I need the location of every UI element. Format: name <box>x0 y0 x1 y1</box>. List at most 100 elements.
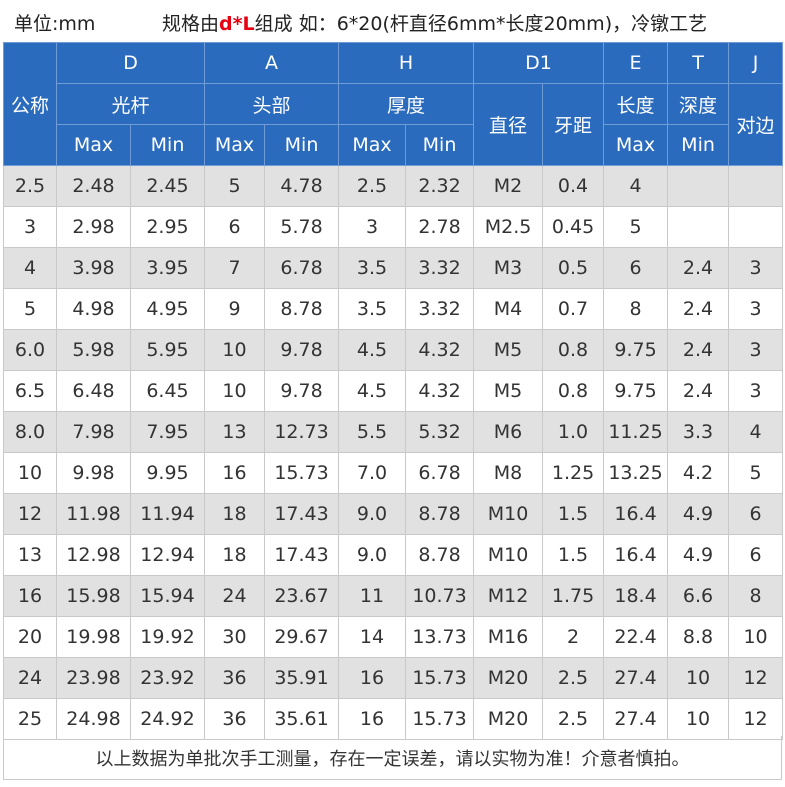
table-cell: 6.0 <box>3 329 57 371</box>
table-cell: 4.9 <box>667 534 730 576</box>
table-cell: 5 <box>603 206 669 248</box>
table-cell: 16 <box>3 575 57 617</box>
table-cell: 11 <box>338 575 407 617</box>
table-cell: 4.5 <box>338 370 407 412</box>
table-cell: 24.98 <box>56 698 131 740</box>
table-row: 16 15.98 15.94 24 23.67 11 10.73 M12 1.75 18.4 6.6… <box>3 575 784 617</box>
table-cell: 13 <box>3 534 57 576</box>
table-cell: 6.5 <box>3 370 57 412</box>
table-cell: 10 <box>667 698 730 740</box>
table-cell: 4.2 <box>667 452 730 494</box>
table-cell: 10 <box>204 370 266 412</box>
table-cell: 3 <box>338 206 407 248</box>
table-cell: 16 <box>338 657 407 699</box>
table-cell: 5 <box>728 452 784 494</box>
table-cell <box>667 206 730 248</box>
table-cell: 7.95 <box>129 411 206 453</box>
table-cell: 0.8 <box>542 370 605 412</box>
table-cell: 12.73 <box>264 411 340 453</box>
table-cell: M4 <box>473 288 544 330</box>
table-cell: 0.5 <box>542 247 605 289</box>
table-cell: M10 <box>473 534 544 576</box>
unit-label: 单位:mm <box>14 13 96 35</box>
table-cell: M20 <box>473 698 544 740</box>
table-cell: 6.45 <box>129 370 206 412</box>
table-cell: 2.4 <box>667 288 730 330</box>
table-cell: 16 <box>204 452 266 494</box>
table-cell: 3.32 <box>405 247 475 289</box>
table-cell: 13.73 <box>405 616 475 658</box>
header-length: 长度 <box>603 83 669 125</box>
table-cell: 18 <box>204 493 266 535</box>
table-cell: 13 <box>204 411 266 453</box>
table-cell: 36 <box>204 698 266 740</box>
header-group-a: A <box>204 42 340 84</box>
table-cell: 2.4 <box>667 370 730 412</box>
spec-suffix: 组成 如：6*20(杆直径6mm*长度20mm)，冷镦工艺 <box>254 13 708 35</box>
table-cell: 3.5 <box>338 247 407 289</box>
table-row: 8.0 7.98 7.95 13 12.73 5.5 5.32 M6 1.0 11.25 3.3 4 <box>3 411 784 453</box>
table-cell: 2.5 <box>542 657 605 699</box>
table-cell: 0.45 <box>542 206 605 248</box>
table-cell: 20 <box>3 616 57 658</box>
header-group-j: J <box>728 42 784 84</box>
table-cell: 15.94 <box>129 575 206 617</box>
table-row: 24 23.98 23.92 36 35.91 16 15.73 M20 2.5 27.4 10 12 <box>3 657 784 699</box>
table-cell: M5 <box>473 329 544 371</box>
table-cell: 9.95 <box>129 452 206 494</box>
header-t-min: Min <box>667 124 730 166</box>
header-pitch: 牙距 <box>542 83 605 166</box>
table-cell: M16 <box>473 616 544 658</box>
table-cell: 4.32 <box>405 329 475 371</box>
table-cell: 6 <box>603 247 669 289</box>
table-row: 6.5 6.48 6.45 10 9.78 4.5 4.32 M5 0.8 9.75 2.4 3 <box>3 370 784 412</box>
table-row: 4 3.98 3.95 7 6.78 3.5 3.32 M3 0.5 6 2.4 3 <box>3 247 784 289</box>
table-cell: 9.78 <box>264 329 340 371</box>
header-across: 对边 <box>728 83 784 166</box>
spec-description: 规格由d*L组成 如：6*20(杆直径6mm*长度20mm)，冷镦工艺 <box>162 9 707 36</box>
table-cell: 12 <box>728 657 784 699</box>
table-cell: 10 <box>204 329 266 371</box>
table-cell: 4 <box>3 247 57 289</box>
table-cell: 23.92 <box>129 657 206 699</box>
table-cell: 18 <box>204 534 266 576</box>
table-cell: 6 <box>728 534 784 576</box>
table-cell: 5.5 <box>338 411 407 453</box>
table-cell: 13.25 <box>603 452 669 494</box>
table-cell: 8.78 <box>405 534 475 576</box>
table-cell: 4.32 <box>405 370 475 412</box>
table-row: 25 24.98 24.92 36 35.61 16 15.73 M20 2.5 27.4 10 12 <box>3 698 784 740</box>
table-cell: 2.5 <box>3 165 57 207</box>
table-cell: 5.32 <box>405 411 475 453</box>
table-cell: 10 <box>3 452 57 494</box>
header-head: 头部 <box>204 83 340 125</box>
table-row: 2.5 2.48 2.45 5 4.78 2.5 2.32 M2 0.4 4 <box>3 165 784 207</box>
table-cell: 10.73 <box>405 575 475 617</box>
table-row: 12 11.98 11.94 18 17.43 9.0 8.78 M10 1.5 16.4 4.9 6 <box>3 493 784 535</box>
table-cell: 8.78 <box>264 288 340 330</box>
table-cell: 19.98 <box>56 616 131 658</box>
table-cell: 9.75 <box>603 329 669 371</box>
table-cell: 9 <box>204 288 266 330</box>
table-cell: 23.98 <box>56 657 131 699</box>
table-cell: 14 <box>338 616 407 658</box>
table-cell: 24 <box>204 575 266 617</box>
table-cell: 3 <box>728 288 784 330</box>
table-cell: M2 <box>473 165 544 207</box>
header-group-h: H <box>338 42 475 84</box>
table-cell: 1.5 <box>542 534 605 576</box>
table-cell: 9.78 <box>264 370 340 412</box>
table-cell <box>728 165 784 207</box>
table-cell: 9.98 <box>56 452 131 494</box>
table-cell: 2.5 <box>338 165 407 207</box>
table-cell: 27.4 <box>603 698 669 740</box>
header-name-col: 公称 <box>3 42 57 166</box>
table-cell: M10 <box>473 493 544 535</box>
header-group-t: T <box>667 42 730 84</box>
table-cell: 2.98 <box>56 206 131 248</box>
header-d-min: Min <box>129 124 206 166</box>
table-cell: M6 <box>473 411 544 453</box>
table-cell: 4 <box>728 411 784 453</box>
table-cell: 3 <box>728 329 784 371</box>
table-cell: 3.32 <box>405 288 475 330</box>
